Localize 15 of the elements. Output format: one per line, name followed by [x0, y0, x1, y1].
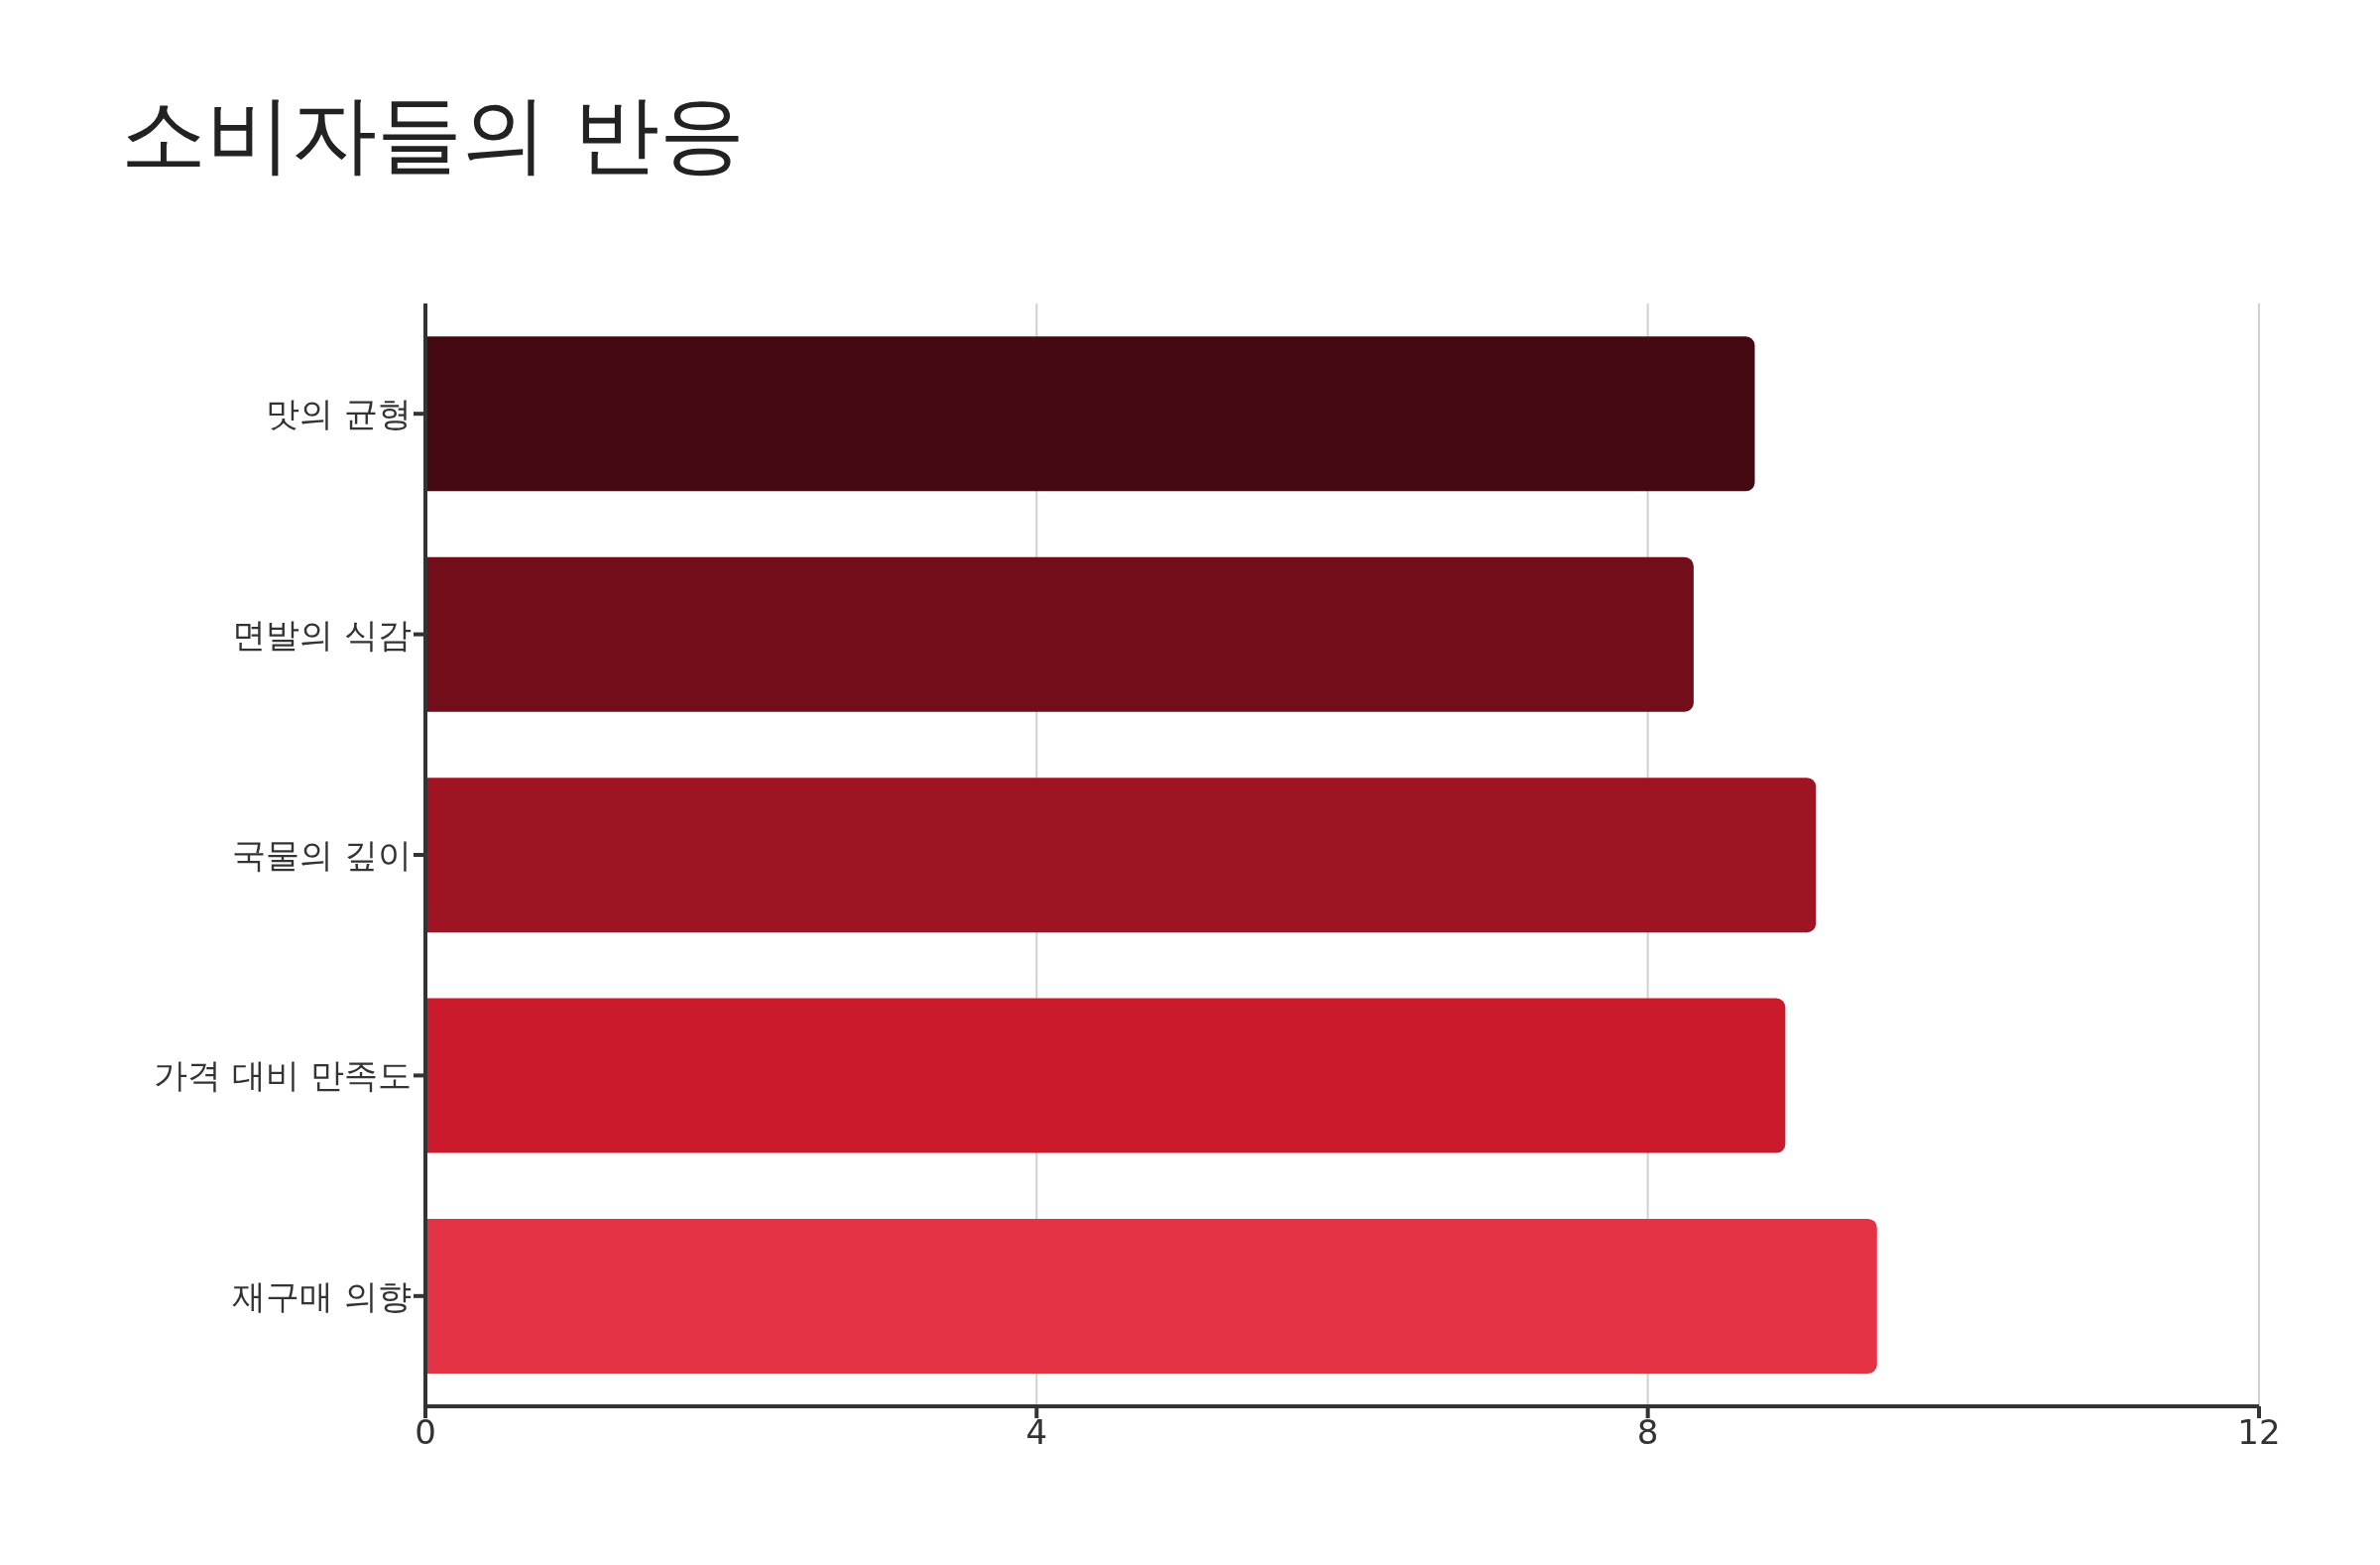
x-tick-label: 0	[415, 1412, 436, 1453]
x-tick-label: 4	[1025, 1412, 1048, 1453]
x-tick-label: 12	[2237, 1412, 2281, 1453]
bar	[425, 556, 1694, 712]
y-tick-label: 면발의 식감	[232, 614, 412, 655]
y-tick-label: 재구매 의향	[232, 1275, 412, 1316]
bar	[425, 998, 1786, 1153]
x-tick-label: 8	[1636, 1412, 1659, 1453]
bar	[425, 336, 1755, 492]
y-tick-label: 맛의 균형	[266, 394, 412, 434]
bar	[425, 778, 1817, 933]
chart-title: 소비자들의 반응	[120, 83, 747, 185]
bar	[425, 1218, 1877, 1374]
y-tick-label: 가격 대비 만족도	[154, 1055, 412, 1096]
y-tick-label: 국물의 깊이	[232, 835, 412, 876]
